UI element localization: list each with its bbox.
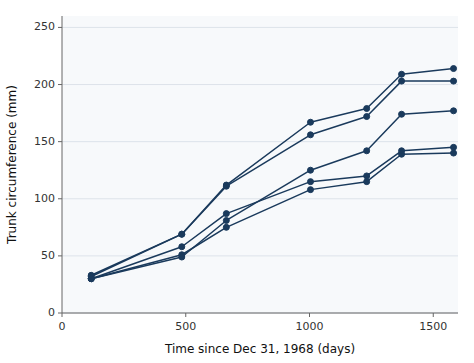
- tick-label: 0: [59, 320, 66, 333]
- plot-background: [62, 16, 458, 313]
- x-axis-label: Time since Dec 31, 1968 (days): [164, 342, 355, 356]
- point: [451, 66, 457, 72]
- point: [307, 167, 313, 173]
- point: [307, 187, 313, 193]
- point: [88, 276, 94, 282]
- point: [364, 106, 370, 112]
- series-line: [91, 111, 453, 279]
- tick-mark: [58, 27, 62, 28]
- grid-line: [62, 141, 458, 142]
- point: [399, 78, 405, 84]
- tick-mark: [58, 255, 62, 256]
- plot-area: [88, 66, 456, 282]
- point: [223, 211, 229, 217]
- y-axis-line: [62, 16, 63, 313]
- point: [364, 148, 370, 154]
- point: [364, 173, 370, 179]
- point: [307, 179, 313, 185]
- tick-mark: [185, 313, 186, 317]
- point: [179, 244, 185, 250]
- point: [399, 148, 405, 154]
- tick-label: 1500: [419, 320, 447, 333]
- series-line: [91, 147, 453, 278]
- point: [88, 276, 94, 282]
- point: [223, 217, 229, 223]
- point: [399, 71, 405, 77]
- point: [223, 224, 229, 230]
- tick-mark: [433, 313, 434, 317]
- chart: 0 50 100 150 200 250 0 500 1000 1500 Time since De…: [0, 0, 474, 363]
- tick-label: 500: [175, 320, 196, 333]
- tick-label: 50: [41, 249, 55, 262]
- point: [307, 119, 313, 125]
- point: [179, 231, 185, 237]
- point: [364, 114, 370, 120]
- tick-mark: [309, 313, 310, 317]
- series-line: [91, 69, 453, 277]
- point: [364, 179, 370, 185]
- tick-mark: [58, 141, 62, 142]
- point: [451, 78, 457, 84]
- tick-label: 1000: [296, 320, 324, 333]
- tick-label: 150: [34, 135, 55, 148]
- point: [451, 150, 457, 156]
- grid-line: [62, 27, 458, 28]
- tick-label: 100: [34, 192, 55, 205]
- y-axis-label: Trunk circumference (mm): [5, 85, 19, 245]
- x-axis-line: [62, 313, 458, 314]
- tick-label: 0: [48, 306, 55, 319]
- series-line: [91, 81, 453, 275]
- point: [451, 144, 457, 150]
- point: [451, 108, 457, 114]
- point: [179, 254, 185, 260]
- tick-label: 250: [34, 20, 55, 33]
- grid-line: [62, 255, 458, 256]
- point: [223, 182, 229, 188]
- tick-mark: [58, 313, 62, 314]
- point: [88, 276, 94, 282]
- tick-mark: [58, 198, 62, 199]
- point: [399, 111, 405, 117]
- tick-mark: [62, 313, 63, 317]
- tick-mark: [58, 84, 62, 85]
- point: [307, 132, 313, 138]
- grid-line: [62, 198, 458, 199]
- tick-label: 200: [34, 78, 55, 91]
- point: [179, 231, 185, 237]
- grid-line: [62, 313, 458, 314]
